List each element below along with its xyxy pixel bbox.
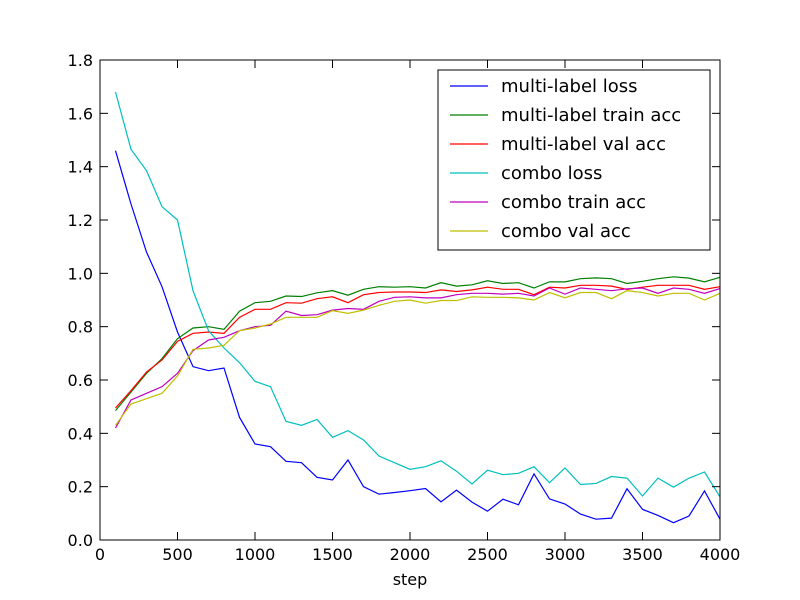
- legend-label-4: combo train acc: [501, 192, 646, 213]
- legend-label-3: combo loss: [501, 163, 602, 184]
- x-tick-label: 4000: [700, 545, 741, 564]
- y-tick-label: 0.8: [68, 318, 93, 337]
- legend-label-0: multi-label loss: [501, 76, 638, 97]
- x-tick-label: 500: [162, 545, 193, 564]
- legend-label-2: multi-label val acc: [501, 134, 666, 155]
- x-tick-label: 3000: [545, 545, 586, 564]
- x-tick-label: 3500: [622, 545, 663, 564]
- y-tick-label: 1.4: [68, 158, 93, 177]
- x-tick-label: 0: [95, 545, 105, 564]
- x-tick-label: 1000: [235, 545, 276, 564]
- legend-label-5: combo val acc: [501, 221, 631, 242]
- y-tick-label: 0.4: [68, 424, 93, 443]
- x-tick-label: 2000: [390, 545, 431, 564]
- series-layer: [114, 91, 721, 524]
- legend: multi-label loss multi-label train acc mul…: [437, 69, 711, 251]
- x-axis-label: step: [393, 570, 428, 589]
- y-tick-label: 1.0: [68, 264, 93, 283]
- series-line-5: [115, 290, 721, 426]
- series-line-0: [114, 150, 721, 524]
- x-tick-label: 1500: [312, 545, 353, 564]
- y-tick-label: 0.2: [68, 478, 93, 497]
- y-tick-label: 0.6: [68, 371, 93, 390]
- series-line-3: [114, 91, 721, 498]
- tick-layer: 0 500 1000 1500 2000 2500 3000 3500 4000 0.0 0.2 0.…: [68, 51, 741, 564]
- series-line-1: [115, 276, 721, 412]
- y-tick-label: 1.8: [68, 51, 93, 70]
- x-tick-label: 2500: [467, 545, 508, 564]
- y-tick-label: 1.2: [68, 211, 93, 230]
- series-line-2: [115, 284, 721, 409]
- y-tick-label: 1.6: [68, 104, 93, 123]
- series-line-4: [114, 287, 721, 429]
- legend-box: [437, 69, 711, 251]
- y-tick-label: 0.0: [68, 531, 93, 550]
- legend-label-1: multi-label train acc: [501, 105, 681, 126]
